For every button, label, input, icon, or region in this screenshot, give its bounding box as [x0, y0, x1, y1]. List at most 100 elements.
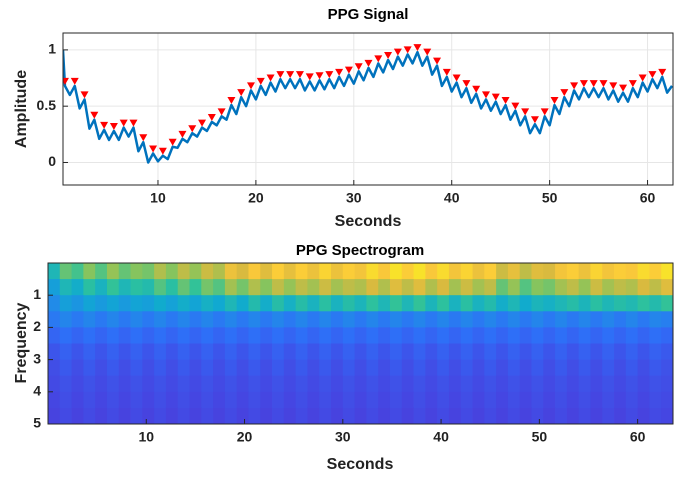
spectrogram-cell	[354, 407, 367, 424]
spectrogram-cell	[448, 311, 462, 328]
peak-marker	[237, 89, 246, 97]
spectrogram-cell	[602, 311, 615, 328]
spectrogram-cell	[213, 311, 226, 328]
spectrogram-cell	[177, 263, 190, 280]
spectrogram-cell	[519, 391, 532, 409]
grid	[63, 33, 673, 185]
spectrogram-cell	[95, 343, 108, 360]
spectrogram-cell	[496, 263, 509, 280]
spectrogram-cell	[142, 311, 155, 328]
spectrogram-cell	[519, 263, 532, 280]
spectrogram-cell	[425, 311, 438, 328]
spectrogram-cell	[637, 359, 650, 377]
spectrogram-cell	[319, 375, 332, 393]
spectrogram-cell	[331, 359, 344, 377]
spectrogram-cell	[154, 263, 167, 280]
peak-marker	[119, 119, 128, 127]
spectrogram-cell	[496, 295, 509, 312]
spectrogram-cell	[130, 263, 143, 280]
chart-title: PPG Signal	[328, 6, 409, 23]
spectrogram-cell	[142, 279, 155, 296]
spectrogram-cell	[578, 343, 591, 360]
spectrogram-cell	[83, 263, 96, 280]
spectrogram-cell	[590, 343, 603, 360]
spectrogram-cell	[165, 327, 179, 344]
spectrogram-cell	[519, 295, 532, 312]
spectrogram-cell	[614, 295, 627, 312]
spectrogram-cell	[106, 343, 120, 360]
spectrogram-cell	[118, 359, 131, 377]
spectrogram-cell	[142, 295, 155, 312]
spectrogram-cell	[248, 343, 261, 360]
spectrogram-cell	[319, 311, 332, 328]
spectrogram-cell	[224, 311, 238, 328]
spectrogram-cell	[366, 327, 379, 344]
spectrogram-cell	[201, 295, 214, 312]
peak-marker	[246, 82, 255, 90]
spectrogram-cell	[165, 407, 179, 424]
spectrogram-cell	[106, 375, 120, 393]
peak-marker	[217, 108, 226, 116]
spectrogram-cell	[177, 279, 190, 296]
spectrogram-cell	[637, 391, 650, 409]
spectrogram-cell	[555, 343, 568, 360]
spectrogram-cell	[425, 263, 438, 280]
spectrogram-cell	[366, 391, 379, 409]
spectrogram-cell	[496, 327, 509, 344]
spectrogram-cell	[378, 263, 391, 280]
spectrogram-cell	[59, 407, 72, 424]
spectrogram-cell	[378, 359, 391, 377]
spectrogram-cell	[95, 375, 108, 393]
spectrogram-cell	[213, 263, 226, 280]
spectrogram-cell	[354, 375, 367, 393]
peak-marker	[403, 46, 412, 54]
spectrogram-cell	[590, 311, 603, 328]
y-tick-label: 5	[33, 415, 41, 431]
spectrogram-cell	[378, 327, 391, 344]
spectrogram-cell	[142, 263, 155, 280]
spectrogram-cell	[460, 279, 473, 296]
spectrogram-cell	[496, 359, 509, 377]
spectrogram-cell	[566, 311, 580, 328]
spectrogram-cell	[248, 407, 261, 424]
spectrogram-cell	[555, 263, 568, 280]
spectrogram-cell	[189, 327, 202, 344]
spectrogram-cell	[260, 391, 273, 409]
spectrogram-cell	[378, 279, 391, 296]
spectrogram-cell	[48, 391, 61, 409]
peak-marker	[109, 122, 118, 130]
spectrogram-cell	[248, 359, 261, 377]
peak-marker	[188, 125, 197, 133]
spectrogram-cell	[177, 343, 190, 360]
peak-marker	[374, 55, 383, 63]
spectrogram-cell	[366, 279, 379, 296]
spectrogram-cell	[637, 263, 650, 280]
spectrogram-cell	[649, 391, 662, 409]
spectrogram-cell	[484, 279, 497, 296]
spectrogram-cell	[272, 311, 285, 328]
spectrogram-cell	[319, 327, 332, 344]
spectrogram-cell	[625, 343, 639, 360]
peak-marker	[286, 71, 295, 79]
spectrogram-cell	[543, 311, 556, 328]
spectrogram-cell	[130, 311, 143, 328]
spectrogram-cell	[602, 375, 615, 393]
spectrogram-cell	[389, 263, 403, 280]
spectrogram-cell	[331, 343, 344, 360]
spectrogram-cell	[224, 279, 238, 296]
spectrogram-cell	[437, 263, 450, 280]
spectrogram-cell	[236, 327, 249, 344]
spectrogram-cell	[460, 359, 473, 377]
spectrogram-cell	[83, 279, 96, 296]
spectrogram-cell	[331, 407, 344, 424]
peak-marker	[335, 68, 344, 76]
spectrogram-cell	[354, 263, 367, 280]
peak-marker	[481, 91, 490, 99]
peak-marker	[364, 59, 373, 67]
spectrogram-cell	[354, 327, 367, 344]
spectrogram-cell	[154, 359, 167, 377]
spectrogram-cell	[342, 407, 356, 424]
peak-marker	[276, 71, 285, 79]
spectrogram-cell	[354, 279, 367, 296]
